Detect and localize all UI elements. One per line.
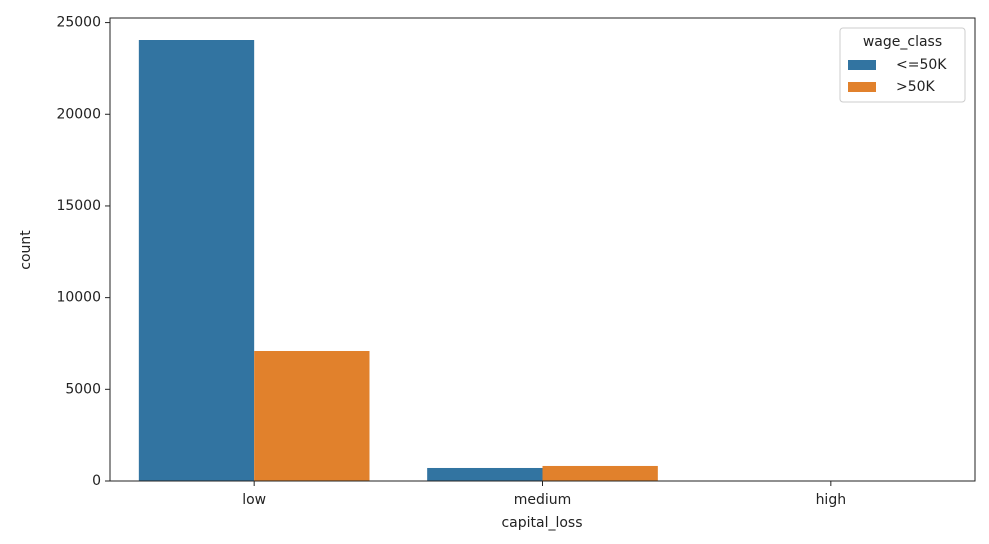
legend-swatch [848,82,876,92]
legend-label: <=50K [896,57,947,73]
plot-frame [109,17,976,482]
y-tick-label: 10000 [56,290,101,306]
legend-title: wage_class [863,34,942,50]
legend-label: >50K [896,79,936,95]
legend-swatch [848,60,876,70]
y-tick-label: 25000 [56,15,101,31]
y-tick-label: 5000 [65,381,101,397]
bar [254,350,370,481]
bar [542,465,658,481]
x-axis-label: capital_loss [501,515,582,531]
x-tick-label: low [242,492,266,508]
x-tick-label: medium [514,492,572,508]
bar [138,40,255,481]
y-tick-label: 20000 [56,106,101,122]
y-axis-label: count [18,230,34,270]
x-tick-label: high [816,492,847,508]
bar [427,467,543,481]
y-tick-label: 0 [92,473,101,489]
y-tick-label: 15000 [56,198,101,214]
